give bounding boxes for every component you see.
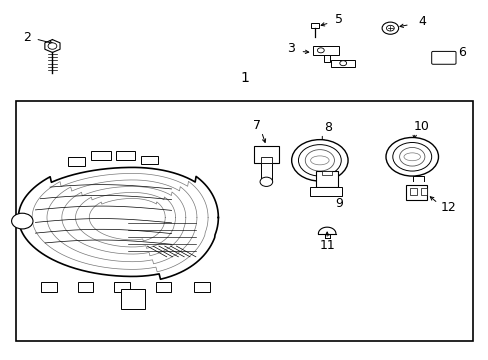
FancyBboxPatch shape bbox=[431, 51, 455, 64]
Circle shape bbox=[339, 61, 346, 66]
Bar bbox=[323, 55, 329, 62]
Bar bbox=[406, 185, 427, 200]
Text: 7: 7 bbox=[252, 119, 260, 132]
Circle shape bbox=[392, 143, 431, 171]
Bar bbox=[41, 282, 57, 292]
Bar bbox=[120, 289, 144, 309]
Bar bbox=[155, 282, 171, 292]
Text: 5: 5 bbox=[335, 13, 343, 27]
Bar bbox=[310, 23, 319, 28]
Bar bbox=[330, 60, 354, 67]
Ellipse shape bbox=[310, 156, 328, 165]
Bar bbox=[316, 171, 337, 187]
Text: 12: 12 bbox=[440, 201, 456, 214]
Circle shape bbox=[291, 140, 347, 181]
Bar bbox=[260, 163, 272, 182]
Text: 6: 6 bbox=[457, 46, 466, 59]
Bar bbox=[312, 46, 339, 55]
Circle shape bbox=[381, 22, 398, 34]
Bar bbox=[91, 152, 111, 160]
Text: 2: 2 bbox=[22, 31, 31, 44]
Text: 8: 8 bbox=[324, 121, 332, 134]
Bar bbox=[420, 188, 427, 195]
Bar bbox=[322, 171, 331, 175]
Bar bbox=[309, 187, 341, 196]
Circle shape bbox=[48, 43, 57, 49]
Circle shape bbox=[386, 25, 393, 31]
Circle shape bbox=[298, 145, 341, 176]
Text: 3: 3 bbox=[286, 42, 294, 55]
Bar bbox=[141, 156, 158, 164]
Bar bbox=[114, 282, 129, 292]
Bar bbox=[16, 102, 472, 341]
Circle shape bbox=[399, 148, 424, 166]
Text: 10: 10 bbox=[413, 120, 429, 132]
Bar bbox=[116, 152, 135, 160]
Ellipse shape bbox=[403, 153, 420, 161]
Circle shape bbox=[12, 213, 33, 229]
Bar bbox=[78, 282, 93, 292]
Bar bbox=[260, 157, 272, 163]
Bar bbox=[254, 146, 278, 163]
Polygon shape bbox=[19, 167, 218, 279]
Text: 11: 11 bbox=[319, 239, 334, 252]
Circle shape bbox=[305, 150, 334, 171]
Bar bbox=[194, 282, 209, 292]
Text: 9: 9 bbox=[335, 197, 343, 210]
Bar bbox=[68, 157, 85, 166]
Text: 1: 1 bbox=[240, 71, 248, 85]
Circle shape bbox=[260, 177, 272, 186]
Bar bbox=[409, 188, 416, 195]
Circle shape bbox=[317, 48, 324, 53]
Circle shape bbox=[385, 138, 438, 176]
Text: 4: 4 bbox=[417, 15, 425, 28]
